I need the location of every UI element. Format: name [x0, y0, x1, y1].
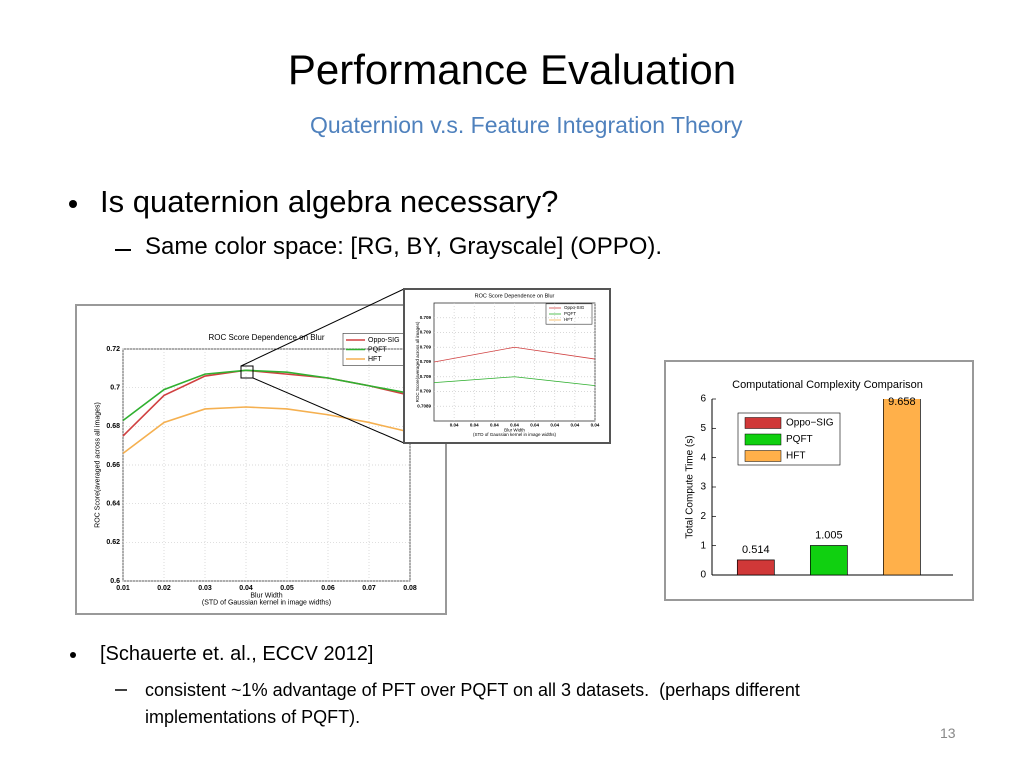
sub-bullet: Same color space: [RG, BY, Grayscale] (O… [145, 233, 663, 260]
y-tick-label: 6 [700, 394, 706, 405]
x-tick-label: 0.04 [470, 423, 479, 428]
x-tick-label: 0.08 [403, 585, 417, 592]
page-number: 13 [940, 725, 956, 741]
legend-swatch [744, 417, 782, 429]
x-axis-label: Blur Width [504, 428, 525, 433]
legend-label: Oppo−SIG [786, 418, 834, 429]
value-label: 1.005 [815, 529, 843, 541]
y-axis-label: ROC Score(averaged across all images) [415, 321, 420, 402]
bullet: Is quaternion algebra necessary? [100, 184, 559, 219]
bullet-dot [69, 200, 77, 208]
x-tick-label: 0.05 [280, 585, 294, 592]
y-tick-label: 0 [700, 570, 706, 581]
series-line [122, 369, 411, 422]
plot-area [433, 302, 596, 422]
zoom-box [240, 365, 254, 379]
y-tick-label: 0.72 [106, 346, 120, 353]
x-tick-label: 0.04 [450, 423, 459, 428]
y-tick-label: 0.709 [420, 330, 432, 335]
x-tick-label: 0.04 [490, 423, 499, 428]
sub-bullet: consistent ~1% advantage of PFT over PQF… [145, 680, 805, 727]
x-tick-label: 0.04 [510, 423, 519, 428]
legend-label: HFT [368, 356, 382, 363]
y-tick-label: 0.709 [420, 359, 432, 364]
y-tick-label: 0.709 [420, 315, 432, 320]
y-tick-label: 0.68 [106, 423, 120, 430]
x-tick-label: 0.04 [239, 585, 253, 592]
zoom-line [240, 288, 405, 367]
legend-box [545, 303, 593, 325]
x-axis-label: Blur Width [250, 593, 282, 600]
chart-title: ROC Score Dependence on Blur [208, 333, 324, 342]
x-tick-label: 0.02 [157, 585, 171, 592]
legend-label: Oppo-SIG [564, 305, 585, 310]
chart-title: Computational Complexity Comparison [732, 379, 923, 391]
x-tick-label: 0.04 [530, 423, 539, 428]
series-line [433, 376, 596, 386]
x-tick-label: 0.03 [198, 585, 212, 592]
series-line [433, 346, 596, 363]
legend-box [737, 412, 841, 466]
subtitle: Quaternion v.s. Feature Integration Theo… [310, 112, 743, 138]
bullet-dot [70, 652, 76, 658]
zoom-line [252, 377, 405, 444]
value-label: 0.514 [742, 544, 770, 556]
title: Performance Evaluation [287, 46, 737, 93]
y-tick-label: 0.7089 [417, 403, 431, 408]
legend-label: PQFT [564, 311, 576, 316]
bar [809, 545, 848, 575]
x-axis-note: (STD of Gaussian kernel in image widths) [202, 600, 331, 607]
legend-swatch [744, 450, 782, 462]
y-tick-label: 1 [700, 540, 706, 551]
legend-label: PQFT [368, 346, 387, 353]
chart-title: ROC Score Dependence on Blur [475, 293, 555, 299]
y-tick-label: 0.66 [106, 462, 120, 469]
y-tick-label: 5 [700, 423, 706, 434]
y-tick-label: 0.7 [110, 385, 120, 392]
y-tick-label: 2 [700, 511, 706, 522]
legend-label: Oppo-SIG [368, 337, 400, 344]
value-label: 9.658 [888, 396, 916, 408]
x-tick-label: 0.04 [550, 423, 559, 428]
legend-label: HFT [564, 317, 573, 322]
y-tick-label: 0.62 [106, 539, 120, 546]
y-axis-label: Total Compute Time (s) [685, 435, 696, 538]
y-tick-label: 0.6 [110, 578, 120, 585]
legend-swatch [744, 433, 782, 446]
y-axis-label: ROC Score(averaged across all images) [95, 402, 102, 528]
x-tick-label: 0.07 [362, 585, 376, 592]
bar [736, 559, 775, 575]
legend-label: PQFT [786, 434, 813, 445]
x-tick-label: 0.04 [570, 423, 579, 428]
x-tick-label: 0.06 [321, 585, 335, 592]
legend-label: HFT [786, 451, 805, 462]
series-line [122, 406, 411, 455]
y-tick-label: 0.709 [420, 374, 432, 379]
y-tick-label: 0.709 [420, 344, 432, 349]
y-tick-label: 0.64 [106, 501, 120, 508]
x-tick-label: 0.01 [116, 585, 130, 592]
bullet: [Schauerte et. al., ECCV 2012] [100, 643, 374, 665]
x-tick-label: 0.04 [591, 423, 600, 428]
bar [883, 399, 921, 575]
x-axis-note: (STD of Gaussian kernel in image widths) [473, 432, 557, 437]
y-tick-label: 0.709 [420, 389, 432, 394]
y-tick-label: 3 [700, 482, 706, 493]
y-tick-label: 4 [700, 452, 706, 463]
